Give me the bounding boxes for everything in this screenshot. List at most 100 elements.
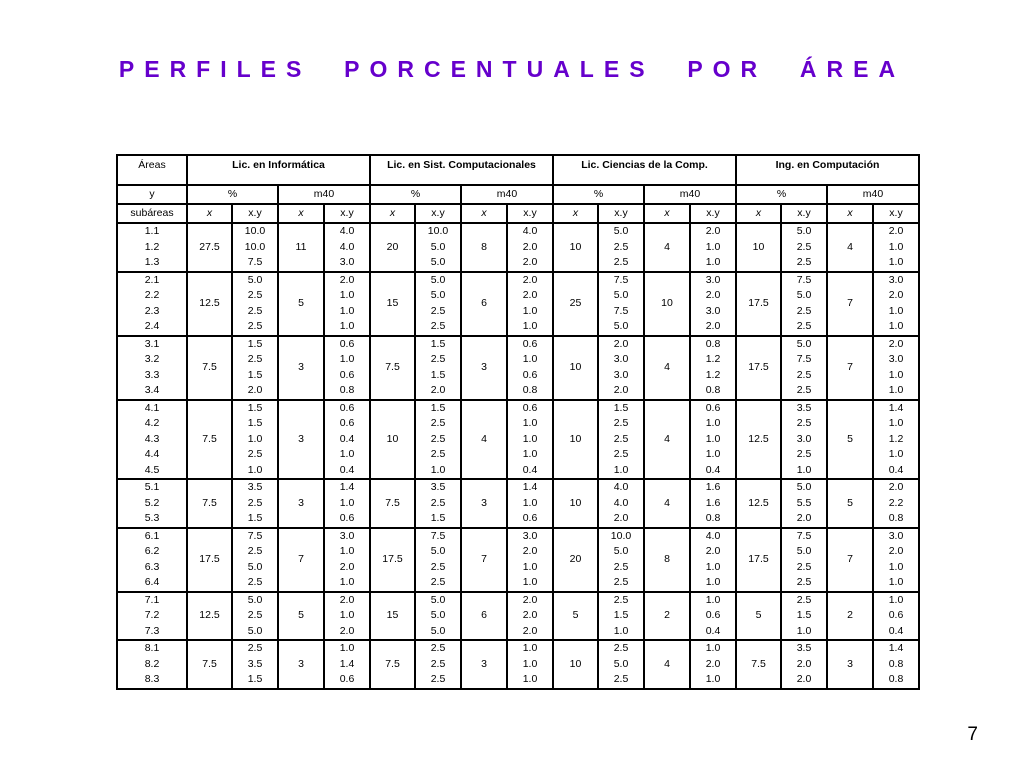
cell-value: 4.0 [339, 240, 355, 253]
column-label-x: x [737, 205, 780, 222]
cell-value: 3.0 [888, 353, 904, 365]
m40-x-cell: 3 [279, 336, 323, 399]
percent-xy-cell: 7.5 2.5 5.0 2.5 [233, 528, 277, 591]
cell-value: 1.0 [522, 673, 538, 685]
cell-value: 2.5 [247, 304, 263, 317]
column-label-x: x [645, 205, 689, 222]
percent-x-cell: 17.5 [737, 528, 780, 591]
page-title: PERFILES PORCENTUALES POR ÁREA [118, 56, 906, 82]
subarea-cell: 4.1 4.2 4.3 4.4 4.5 [118, 400, 186, 478]
m40-x-cell: 4 [645, 336, 689, 399]
cell-value: 2.5 [247, 320, 263, 332]
cell-value: 2.5 [613, 417, 629, 429]
cell-value: 2.5 [430, 496, 446, 509]
cell-value: 6.1 [144, 529, 160, 542]
cell-value: 1.0 [888, 368, 904, 381]
percent-x-cell: 7.5 [188, 480, 231, 527]
m40-x-cell: 5 [828, 400, 872, 478]
cell-value: 0.6 [339, 673, 355, 685]
cell-value: 1.0 [888, 384, 904, 396]
cell-value: 1.2 [705, 368, 721, 381]
cell-value: 4.3 [144, 432, 160, 445]
cell-value: 8.2 [144, 657, 160, 670]
m40-x-cell: 8 [645, 528, 689, 591]
cell-value: 1.0 [705, 448, 721, 460]
cell-value: 1.0 [888, 576, 904, 588]
percent-x-cell: 15 [371, 592, 414, 639]
m40-x-cell: 5 [279, 272, 323, 335]
column-label-xy: x.y [874, 205, 918, 222]
cell-value: 2.0 [522, 240, 538, 253]
percent-x-cell: 5 [737, 592, 780, 639]
cell-value: 1.0 [888, 320, 904, 332]
percent-xy-cell: 2.5 1.5 1.0 [599, 592, 643, 639]
cell-value: 7.5 [796, 273, 812, 286]
cell-value: 5.0 [796, 481, 812, 493]
column-label-xy: x.y [691, 205, 735, 222]
cell-value: 1.0 [339, 448, 355, 460]
cell-value: 5.5 [796, 496, 812, 509]
m40-xy-cell: 3.0 1.0 2.0 1.0 [325, 528, 369, 591]
cell-value: 1.0 [339, 353, 355, 365]
cell-value: 1.5 [613, 401, 629, 414]
cell-value: 1.5 [247, 512, 263, 524]
cell-value: 3.4 [144, 384, 160, 396]
cell-value: 1.0 [796, 463, 812, 476]
column-label-x: x [371, 205, 414, 222]
program-header: Ing. en Computación [737, 156, 918, 184]
m40-xy-cell: 1.6 1.6 0.8 [691, 480, 735, 527]
cell-value: 2.5 [613, 642, 629, 654]
cell-value: 1.0 [522, 560, 538, 573]
percent-xy-cell: 10.0 5.0 5.0 [416, 224, 460, 271]
cell-value: 2.5 [796, 256, 812, 268]
cell-value: 2.0 [613, 337, 629, 350]
cell-value: 1.4 [522, 481, 538, 493]
m40-x-cell: 4 [462, 400, 506, 478]
cell-value: 2.0 [796, 512, 812, 524]
percent-x-cell: 17.5 [737, 336, 780, 399]
cell-value: 2.0 [888, 337, 904, 350]
cell-value: 5.0 [796, 545, 812, 557]
m40-x-cell: 7 [828, 272, 872, 335]
cell-value: 1.6 [705, 496, 721, 509]
cell-value: 5.0 [613, 289, 629, 301]
m40-x-cell: 4 [645, 641, 689, 688]
column-label-xy: x.y [416, 205, 460, 222]
cell-value: 0.6 [522, 512, 538, 524]
cell-value: 0.6 [522, 337, 538, 350]
cell-value: 2.0 [888, 289, 904, 301]
percent-xy-cell: 7.5 5.0 2.5 2.5 [782, 272, 826, 335]
subarea-cell: 5.1 5.2 5.3 [118, 480, 186, 527]
cell-value: 2.0 [705, 545, 721, 557]
cell-value: 1.0 [705, 432, 721, 445]
percent-xy-cell: 5.0 5.0 2.5 2.5 [416, 272, 460, 335]
m40-x-cell: 11 [279, 224, 323, 271]
cell-value: 8.1 [144, 642, 160, 654]
percent-xy-cell: 5.0 5.5 2.0 [782, 480, 826, 527]
cell-value: 2.0 [522, 609, 538, 621]
percent-xy-cell: 2.5 2.5 2.5 [416, 641, 460, 688]
column-label-xy: x.y [599, 205, 643, 222]
m40-x-cell: 3 [279, 641, 323, 688]
cell-value: 1.0 [339, 304, 355, 317]
cell-value: 7.3 [144, 624, 160, 637]
cell-value: 2.5 [796, 417, 812, 429]
cell-value: 0.6 [705, 609, 721, 621]
m40-header: m40 [462, 186, 552, 203]
percent-xy-cell: 1.5 1.5 1.0 2.5 1.0 [233, 400, 277, 478]
cell-value: 2.5 [247, 609, 263, 621]
m40-xy-cell: 3.0 2.0 1.0 1.0 [874, 528, 918, 591]
cell-value: 0.6 [339, 512, 355, 524]
cell-value: 1.5 [613, 609, 629, 621]
m40-xy-cell: 0.6 1.0 0.6 0.8 [325, 336, 369, 399]
m40-xy-cell: 0.6 1.0 0.6 0.8 [508, 336, 552, 399]
cell-value: 0.8 [705, 337, 721, 350]
cell-value: 2.1 [144, 273, 160, 286]
cell-value: 2.0 [339, 593, 355, 606]
cell-value: 1.0 [705, 593, 721, 606]
cell-value: 5.0 [430, 273, 446, 286]
percent-xy-cell: 5.0 2.5 2.5 [782, 224, 826, 271]
m40-x-cell: 8 [462, 224, 506, 271]
m40-x-cell: 4 [828, 224, 872, 271]
percent-xy-cell: 1.5 2.5 2.5 2.5 1.0 [599, 400, 643, 478]
